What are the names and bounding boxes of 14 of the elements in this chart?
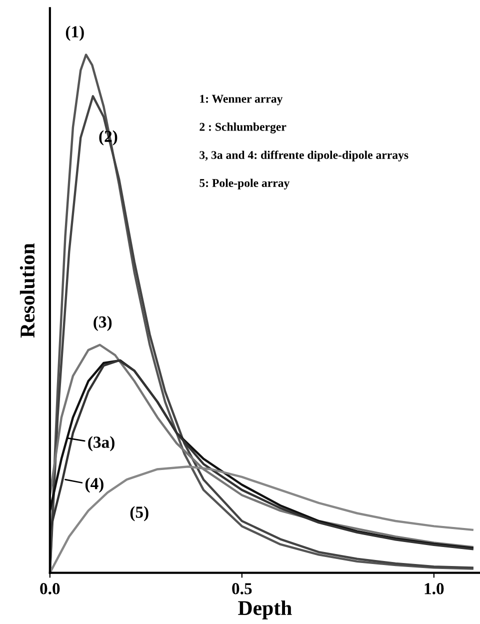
- annotation: 2 : Schlumberger: [200, 122, 286, 134]
- y-axis-title: Resolution: [20, 243, 35, 338]
- annotation: 3, 3a and 4: diffrente dipole-dipole arrays: [200, 150, 408, 162]
- annotation: (3): [94, 316, 112, 331]
- annotation: (5): [130, 506, 148, 522]
- x-axis-title: Depth: [238, 600, 292, 620]
- annotation: (4): [85, 478, 104, 493]
- annotation: (1): [66, 26, 84, 41]
- annotation: (3a): [88, 436, 114, 452]
- annotation: 1: Wenner array: [200, 94, 283, 106]
- annotation: 5: Pole-pole array: [200, 178, 290, 190]
- x-tick-label: 1.0: [424, 583, 444, 594]
- x-tick-label: 0.0: [40, 583, 60, 594]
- x-tick-label: 0.5: [232, 583, 252, 594]
